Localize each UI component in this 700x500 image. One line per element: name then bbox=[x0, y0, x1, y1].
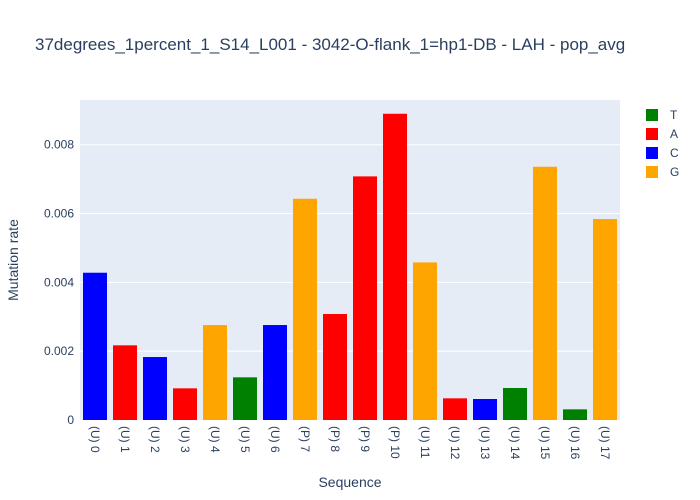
bar bbox=[563, 409, 587, 420]
x-tick-label: (P) 9 bbox=[358, 426, 372, 452]
x-tick-label: (U) 14 bbox=[508, 426, 522, 460]
bar bbox=[83, 272, 107, 420]
x-tick-label: (U) 3 bbox=[178, 426, 192, 453]
x-tick-label: (U) 1 bbox=[118, 426, 132, 453]
bars bbox=[83, 113, 617, 421]
bar bbox=[353, 176, 377, 420]
bar bbox=[503, 388, 527, 420]
bar bbox=[323, 314, 347, 420]
x-tick-label: (P) 8 bbox=[328, 426, 342, 452]
y-tick-label: 0 bbox=[67, 413, 74, 427]
bar bbox=[533, 166, 557, 420]
x-tick-label: (U) 4 bbox=[208, 426, 222, 453]
legend-swatch bbox=[646, 128, 658, 140]
x-tick-label: (U) 15 bbox=[538, 426, 552, 460]
chart-title: 37degrees_1percent_1_S14_L001 - 3042-O-f… bbox=[35, 35, 625, 54]
legend-swatch bbox=[646, 166, 658, 178]
bar bbox=[143, 357, 167, 420]
bar bbox=[203, 325, 227, 420]
x-tick-label: (P) 10 bbox=[388, 426, 402, 459]
x-tick-label: (U) 17 bbox=[598, 426, 612, 460]
legend-label: C bbox=[670, 146, 679, 160]
y-axis-ticks: 0 0.002 0.004 0.006 0.008 bbox=[44, 138, 74, 427]
bar bbox=[293, 198, 317, 420]
bar bbox=[593, 219, 617, 420]
x-tick-label: (U) 2 bbox=[148, 426, 162, 453]
y-tick-label: 0.004 bbox=[44, 275, 74, 289]
bar bbox=[383, 113, 407, 421]
bar bbox=[443, 398, 467, 420]
x-tick-label: (U) 16 bbox=[568, 426, 582, 460]
legend-swatch bbox=[646, 109, 658, 121]
gridlines bbox=[80, 144, 620, 352]
bar bbox=[473, 399, 497, 420]
bar bbox=[173, 388, 197, 420]
y-tick-label: 0.008 bbox=[44, 138, 74, 152]
x-tick-label: (U) 11 bbox=[418, 426, 432, 459]
x-tick-label: (P) 7 bbox=[298, 426, 312, 452]
x-axis-ticks: (U) 0 (U) 1 (U) 2 (U) 3 (U) 4 (U) 5 (U) 6 (P) 7… bbox=[88, 426, 612, 460]
x-tick-label: (U) 6 bbox=[268, 426, 282, 453]
y-tick-label: 0.002 bbox=[44, 344, 74, 358]
x-tick-label: (U) 5 bbox=[238, 426, 252, 453]
x-tick-label: (U) 13 bbox=[478, 426, 492, 460]
legend-label: T bbox=[670, 108, 678, 122]
x-tick-label: (U) 12 bbox=[448, 426, 462, 460]
bar bbox=[413, 262, 437, 420]
y-axis-title: Mutation rate bbox=[5, 219, 21, 301]
bar bbox=[263, 325, 287, 420]
legend-swatch bbox=[646, 147, 658, 159]
x-tick-label: (U) 0 bbox=[88, 426, 102, 453]
x-axis-title: Sequence bbox=[318, 474, 381, 490]
bar bbox=[113, 345, 137, 420]
y-tick-label: 0.006 bbox=[44, 207, 74, 221]
legend-label: A bbox=[670, 127, 678, 141]
legend-label: G bbox=[670, 165, 679, 179]
plot-area bbox=[80, 100, 620, 420]
bar bbox=[233, 377, 257, 420]
